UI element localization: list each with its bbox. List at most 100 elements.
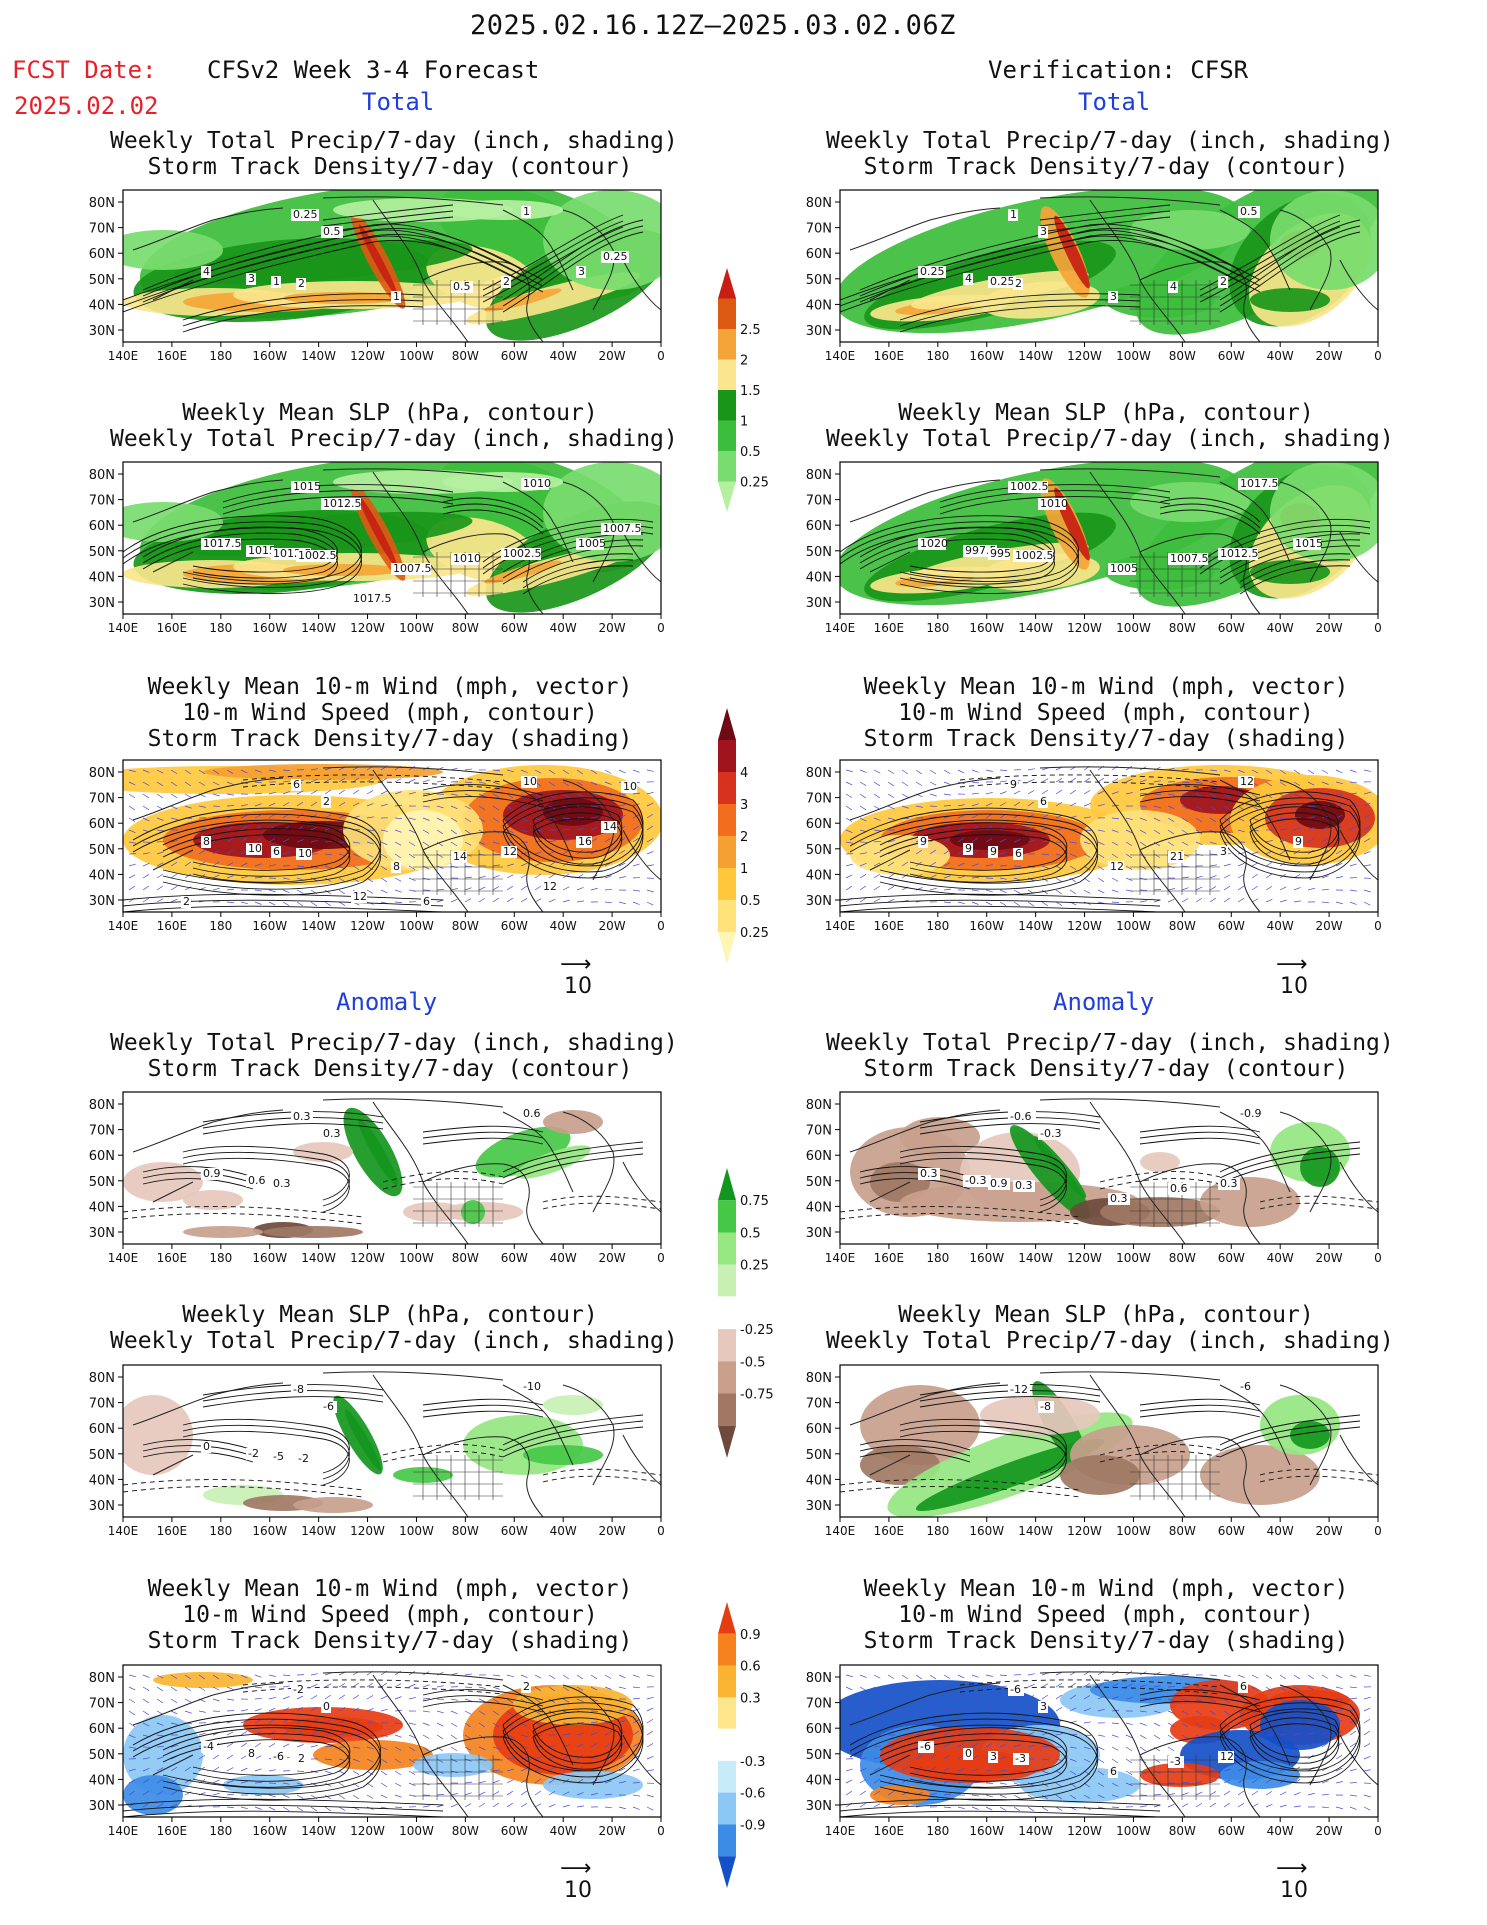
wind-vector bbox=[1265, 1778, 1272, 1784]
wind-vector bbox=[506, 1790, 514, 1796]
contour-label-bg bbox=[1013, 1753, 1029, 1765]
contour-label: -0.3 bbox=[1040, 1127, 1061, 1140]
wind-vector bbox=[604, 1686, 612, 1690]
contour-line bbox=[162, 1739, 351, 1788]
contour-label: 1 bbox=[1010, 208, 1017, 221]
wind-vector bbox=[646, 1806, 654, 1811]
wind-vector bbox=[985, 1674, 993, 1677]
colorbar-label: 0.25 bbox=[740, 476, 769, 491]
wind-vector bbox=[1209, 805, 1217, 811]
wind-vector bbox=[184, 769, 192, 775]
wind-vector bbox=[1209, 1780, 1217, 1784]
wind-vector bbox=[464, 1698, 472, 1702]
wind-vector bbox=[128, 1674, 136, 1678]
wind-vector bbox=[1363, 1794, 1371, 1798]
contour-label-bg bbox=[501, 548, 541, 560]
wind-vector bbox=[1041, 1770, 1049, 1774]
wind-vector bbox=[1195, 1780, 1203, 1784]
coastline bbox=[322, 1371, 504, 1381]
contour-line-dashed bbox=[123, 1479, 364, 1491]
wind-vector bbox=[1125, 778, 1133, 783]
contour-line bbox=[162, 828, 351, 877]
contour-label-bg bbox=[201, 836, 211, 848]
wind-vector bbox=[1195, 829, 1203, 834]
shading-blob bbox=[123, 1775, 183, 1815]
wind-vector bbox=[929, 1721, 937, 1724]
lon-label: 180 bbox=[209, 1524, 232, 1538]
wind-vector bbox=[296, 1782, 304, 1786]
wind-vector bbox=[873, 1745, 882, 1748]
lon-label: 140E bbox=[825, 621, 856, 635]
map-panel-p12: -6 3 6 -6 0 3 -3 6 -3 12 80N 70N 60N 50N 40N 30N 140E 160… bbox=[780, 1657, 1398, 1853]
wind-vector bbox=[1349, 863, 1357, 867]
wind-vector bbox=[366, 853, 374, 858]
contour-label-bg bbox=[918, 538, 946, 550]
wind-vector bbox=[408, 1683, 416, 1688]
lat-label: 40N bbox=[89, 1773, 115, 1788]
contour-line bbox=[482, 519, 654, 563]
wind-vector bbox=[380, 853, 388, 858]
coastline bbox=[849, 777, 1001, 821]
shading-blob bbox=[283, 1717, 383, 1737]
wind-vector bbox=[1279, 828, 1287, 831]
wind-vector bbox=[1083, 841, 1091, 845]
wind-vector bbox=[1265, 1766, 1273, 1772]
wind-vector bbox=[548, 1698, 556, 1703]
lat-label: 40N bbox=[89, 570, 115, 585]
lon-label: 160W bbox=[969, 1524, 1004, 1538]
contour-label-bg bbox=[988, 276, 1016, 288]
wind-vector bbox=[534, 1778, 542, 1784]
wind-vector bbox=[646, 838, 654, 843]
contour-line bbox=[123, 905, 444, 912]
contour-line bbox=[840, 893, 1161, 901]
lon-label: 60W bbox=[501, 1824, 528, 1838]
coastline bbox=[849, 1682, 1001, 1726]
contour-line bbox=[849, 1724, 1098, 1801]
coastline bbox=[562, 209, 615, 311]
wind-vector bbox=[646, 1730, 653, 1736]
wind-vector bbox=[873, 862, 881, 867]
fcst-date-label: FCST Date: bbox=[12, 56, 157, 84]
wind-vector bbox=[128, 874, 136, 879]
contour-label-bg bbox=[1013, 848, 1023, 860]
contour-line bbox=[840, 515, 1079, 582]
contour-label-bg bbox=[988, 846, 998, 858]
wind-vector bbox=[240, 1742, 247, 1748]
wind-vector bbox=[1251, 885, 1259, 891]
wind-vector bbox=[1013, 1794, 1021, 1799]
wind-vector bbox=[324, 814, 332, 819]
wind-vector bbox=[1125, 1734, 1133, 1739]
wind-vector bbox=[548, 898, 556, 903]
wind-vector bbox=[1041, 840, 1049, 843]
coastline bbox=[562, 481, 615, 583]
wind-vector bbox=[1013, 839, 1021, 843]
contour-label: 6 bbox=[293, 778, 300, 791]
wind-vector bbox=[929, 1766, 937, 1772]
wind-vector bbox=[142, 817, 150, 822]
wind-vector bbox=[901, 769, 909, 775]
colorbar-precip-total-svg: 0.250.511.522.5 bbox=[718, 268, 769, 512]
colorbar-label: -0.5 bbox=[740, 1355, 765, 1370]
wind-vector bbox=[562, 886, 570, 891]
contour-label-bg bbox=[1168, 1756, 1184, 1768]
left-total-label: Total bbox=[362, 88, 435, 116]
wind-vector bbox=[226, 781, 234, 785]
contour-line bbox=[859, 235, 1241, 303]
wind-vector bbox=[618, 1709, 626, 1712]
wind-vector bbox=[282, 1794, 290, 1799]
coastline bbox=[502, 209, 574, 291]
wind-vector bbox=[845, 1710, 852, 1716]
wind-vector bbox=[1181, 1734, 1189, 1740]
wind-vector bbox=[1041, 865, 1049, 869]
contour-label-bg bbox=[271, 1451, 287, 1463]
wind-vector bbox=[985, 1707, 993, 1712]
wind-vector bbox=[845, 874, 853, 879]
wind-vector bbox=[999, 1674, 1008, 1676]
wind-vector bbox=[562, 1804, 570, 1808]
wind-vector bbox=[604, 781, 612, 785]
colorbar-label: 2.5 bbox=[740, 323, 761, 338]
wind-vector bbox=[142, 1722, 150, 1727]
wind-vector bbox=[1223, 841, 1231, 844]
wind-vector bbox=[901, 1766, 908, 1772]
wind-vector bbox=[887, 886, 895, 891]
